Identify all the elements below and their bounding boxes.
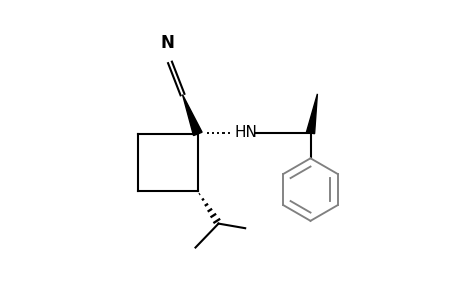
Text: HN: HN [234, 125, 257, 140]
Text: N: N [160, 34, 174, 52]
Polygon shape [182, 94, 202, 136]
Polygon shape [306, 94, 317, 134]
